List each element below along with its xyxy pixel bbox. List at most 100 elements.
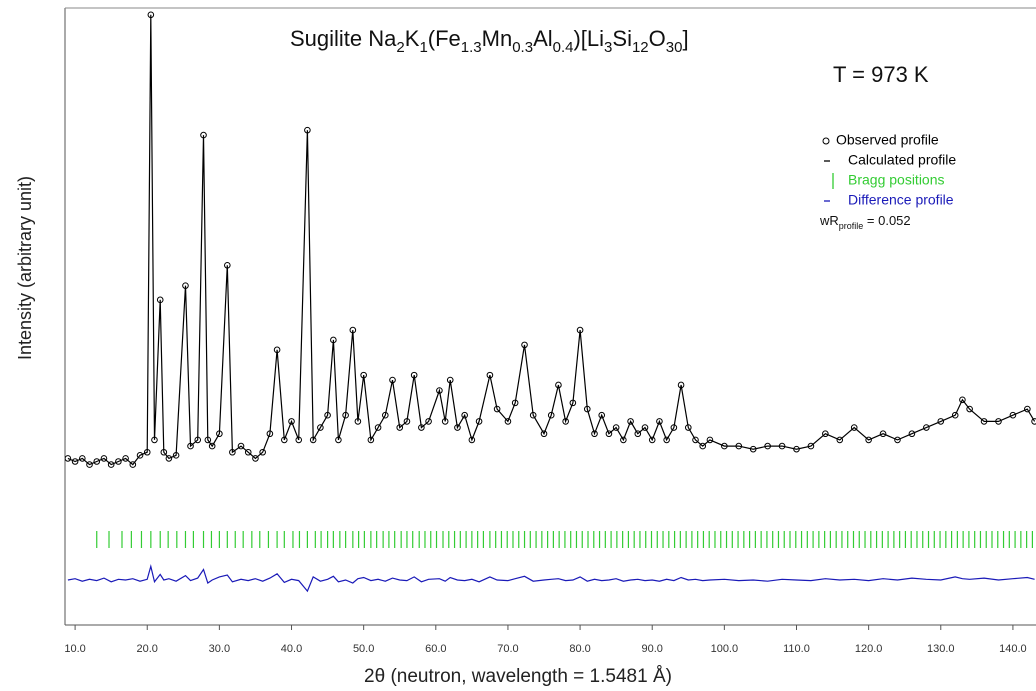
observed-point xyxy=(403,418,411,425)
observed-point xyxy=(342,411,349,419)
text-part: Al xyxy=(533,26,553,51)
observed-point xyxy=(288,418,295,425)
observed-point xyxy=(555,381,562,389)
observed-point xyxy=(71,458,79,465)
observed-point xyxy=(1031,418,1036,425)
observed-point xyxy=(807,442,815,450)
observed-point xyxy=(136,452,144,459)
observed-point xyxy=(822,430,829,438)
fit-annotation: wRprofile = 0.052 xyxy=(819,213,911,231)
observed-point xyxy=(259,448,266,456)
text-part: Si xyxy=(612,26,632,51)
x-tick-label: 100.0 xyxy=(711,643,739,655)
subscript: 0.4 xyxy=(553,39,574,56)
x-tick-label: 90.0 xyxy=(642,643,663,655)
observed-point xyxy=(865,436,872,444)
observed-point xyxy=(923,424,930,431)
observed-point xyxy=(389,376,396,384)
observed-point xyxy=(418,424,425,431)
subscript: 1.3 xyxy=(461,39,482,56)
observed-point xyxy=(129,461,137,468)
text-part: Mn xyxy=(482,26,513,51)
observed-point xyxy=(107,461,115,468)
observed-point xyxy=(100,455,108,462)
observed-point xyxy=(612,424,620,431)
observed-point xyxy=(309,436,317,444)
observed-point xyxy=(677,381,685,389)
x-tick-label: 70.0 xyxy=(497,643,518,655)
plot-area xyxy=(65,11,1036,593)
observed-point xyxy=(273,346,281,354)
observed-point xyxy=(562,418,569,425)
text-part: )[Li xyxy=(573,26,604,51)
subscript: profile xyxy=(839,221,864,231)
observed-point xyxy=(634,430,642,438)
observed-point xyxy=(721,442,728,450)
observed-point xyxy=(576,326,584,334)
observed-point xyxy=(735,442,743,450)
subscript: 2 xyxy=(396,39,404,56)
observed-point xyxy=(204,436,212,444)
observed-point xyxy=(540,430,548,438)
observed-point xyxy=(360,371,367,379)
legend-label: Observed profile xyxy=(836,132,939,148)
x-tick-label: 30.0 xyxy=(209,643,230,655)
text-part: K xyxy=(405,26,420,51)
observed-point xyxy=(151,436,158,444)
legend: Observed profile Calculated profile Bragg … xyxy=(822,132,956,208)
observed-point xyxy=(605,430,613,438)
observed-point xyxy=(194,436,202,444)
text-part: Sugilite xyxy=(290,26,368,51)
x-axis-title: 2θ (neutron, wavelength = 1.5481 Å) xyxy=(364,666,672,687)
observed-point xyxy=(330,336,337,344)
observed-point xyxy=(349,326,357,334)
text-part: wR xyxy=(819,213,839,228)
observed-point xyxy=(304,126,311,134)
observed-point xyxy=(850,424,858,431)
subscript: 1 xyxy=(419,39,427,56)
profile-line xyxy=(67,564,1035,593)
observed-point xyxy=(980,418,988,425)
observed-point xyxy=(641,424,649,431)
observed-point xyxy=(441,418,449,425)
observed-point xyxy=(656,418,663,425)
subscript: 12 xyxy=(632,39,649,56)
observed-point xyxy=(425,418,432,425)
observed-point xyxy=(436,387,443,394)
observed-point xyxy=(569,399,577,407)
observed-point xyxy=(598,411,606,419)
text-part: O xyxy=(649,26,666,51)
subscript: 3 xyxy=(604,39,612,56)
observed-point xyxy=(670,424,678,431)
observed-point xyxy=(468,436,476,444)
observed-point xyxy=(511,399,519,407)
observed-point xyxy=(684,424,692,431)
observed-point xyxy=(591,430,598,438)
observed-point xyxy=(295,436,303,444)
observed-point xyxy=(937,418,945,425)
observed-point xyxy=(224,261,231,269)
observed-point xyxy=(252,455,259,462)
observed-point xyxy=(244,448,252,456)
chart-title: Sugilite Na2K1(Fe1.3Mn0.3Al0.4)[Li3Si12O… xyxy=(290,26,689,57)
observed-point xyxy=(583,405,591,413)
observed-point xyxy=(266,430,274,438)
x-tick-label: 50.0 xyxy=(353,643,374,655)
observed-point xyxy=(1009,411,1017,419)
observed-point xyxy=(749,445,757,453)
text-part: (Fe xyxy=(428,26,461,51)
observed-point xyxy=(959,396,966,404)
observed-point xyxy=(216,430,223,438)
observed-point xyxy=(778,442,786,450)
x-tick-label: 80.0 xyxy=(569,643,590,655)
observed-point xyxy=(648,436,656,444)
observed-point xyxy=(454,424,461,431)
observed-point xyxy=(663,436,670,444)
observed-point xyxy=(317,424,324,431)
text-part: Na xyxy=(368,26,397,51)
observed-point xyxy=(764,442,771,450)
observed-point xyxy=(793,445,800,453)
observed-point xyxy=(699,442,707,450)
x-tick-label: 60.0 xyxy=(425,643,446,655)
x-tick-label: 10.0 xyxy=(64,643,85,655)
